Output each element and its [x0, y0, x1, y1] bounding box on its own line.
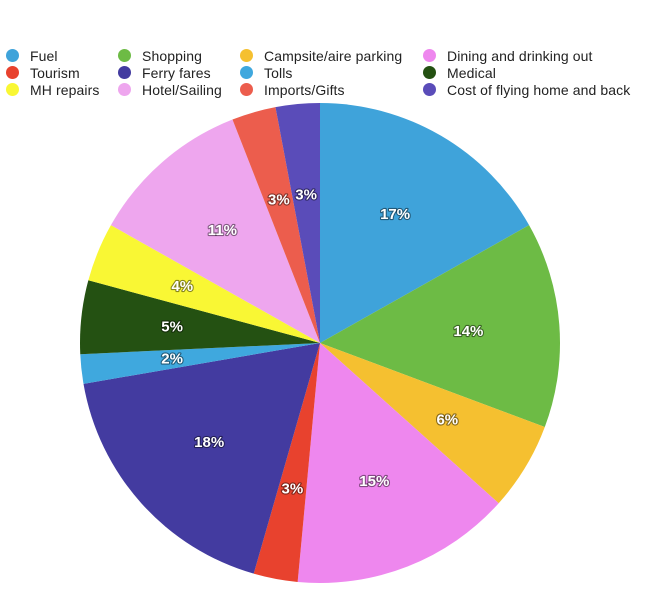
legend-label: Medical — [447, 64, 496, 81]
pie-slice — [232, 107, 320, 343]
legend-label: Hotel/Sailing — [142, 81, 222, 98]
legend-swatch — [6, 49, 19, 62]
pie-slice — [275, 103, 320, 343]
legend-item: Tourism — [6, 64, 80, 81]
pie-slice — [320, 103, 530, 343]
pie-slice-label: 6% — [436, 412, 458, 429]
legend-label: Tourism — [30, 64, 80, 81]
pie-slice — [88, 225, 320, 343]
pie-slice — [80, 343, 320, 384]
legend-item: Fuel — [6, 47, 58, 64]
pie-slice — [297, 343, 499, 584]
pie-slice-label: 3% — [295, 186, 317, 203]
chart-legend: Fuel Shopping Campsite/aire parking Dining … — [0, 44, 652, 104]
pie-slice — [110, 119, 320, 343]
legend-swatch — [423, 66, 436, 79]
pie-slice-label: 3% — [268, 192, 290, 209]
pie-slice — [320, 225, 561, 428]
legend-swatch — [423, 49, 436, 62]
legend-item: Imports/Gifts — [240, 81, 345, 98]
legend-label: Dining and drinking out — [447, 47, 593, 64]
pie-slice-label: 18% — [194, 434, 224, 451]
legend-item: Medical — [423, 64, 496, 81]
pie-slice-label: 17% — [380, 206, 410, 223]
legend-swatch — [118, 83, 131, 96]
legend-item: Campsite/aire parking — [240, 47, 402, 64]
pie-slice-label: 2% — [161, 351, 183, 368]
legend-swatch — [118, 49, 131, 62]
legend-item: Dining and drinking out — [423, 47, 593, 64]
pie-slice-label: 5% — [161, 318, 183, 335]
legend-label: Cost of flying home and back — [447, 81, 631, 98]
legend-label: Campsite/aire parking — [264, 47, 403, 64]
legend-swatch — [118, 66, 131, 79]
legend-swatch — [6, 83, 19, 96]
pie-slice — [79, 280, 321, 355]
pie-slice-label: 14% — [453, 323, 483, 340]
legend-item: Cost of flying home and back — [423, 81, 630, 98]
legend-label: Fuel — [30, 47, 58, 64]
pie-slice-label: 15% — [359, 473, 389, 490]
legend-swatch — [423, 83, 436, 96]
legend-label: Imports/Gifts — [264, 81, 345, 98]
legend-label: Tolls — [264, 64, 293, 81]
pie-slice — [253, 343, 320, 582]
pie-slice-label: 11% — [208, 222, 237, 239]
legend-item: MH repairs — [6, 81, 99, 98]
legend-swatch — [6, 66, 19, 79]
pie-slice-label: 4% — [171, 278, 193, 295]
pie-slice — [83, 343, 320, 574]
legend-item: Ferry fares — [118, 64, 211, 81]
legend-item: Tolls — [240, 64, 293, 81]
legend-swatch — [240, 49, 253, 62]
legend-label: Shopping — [142, 47, 202, 64]
legend-swatch — [240, 66, 253, 79]
legend-swatch — [240, 83, 253, 96]
legend-label: MH repairs — [30, 81, 100, 98]
legend-item: Hotel/Sailing — [118, 81, 222, 98]
pie-slices — [79, 103, 561, 584]
pie-slice — [320, 343, 545, 504]
pie-slice-label: 3% — [282, 481, 304, 498]
legend-item: Shopping — [118, 47, 202, 64]
pie-data-labels: 17% 14% 6% 15% 3% 18% 2% 5% 4% 11% 3% 3% — [160, 185, 484, 499]
legend-label: Ferry fares — [142, 64, 211, 81]
